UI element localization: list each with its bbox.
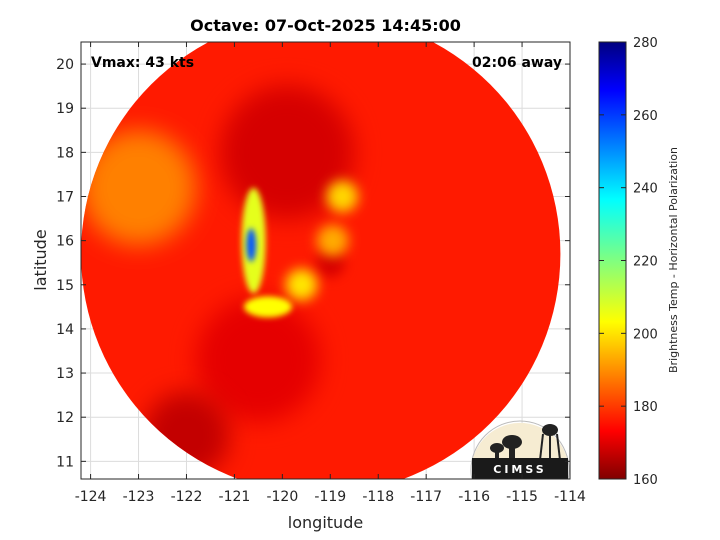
x-tick-label: -121 (219, 489, 251, 505)
colorbar-tick-label: 180 (633, 400, 658, 415)
x-tick-label: -120 (266, 489, 298, 505)
y-tick-label: 11 (56, 454, 74, 470)
y-tick-label: 13 (56, 366, 74, 382)
y-tick-label: 15 (56, 278, 74, 294)
swath-feature-rainband-south (244, 296, 292, 318)
y-tick-label: 18 (56, 145, 74, 161)
x-tick-label: -119 (314, 489, 346, 505)
swath-feature-eyewall-north (326, 180, 359, 213)
x-tick-label: -122 (171, 489, 203, 505)
colorbar-tick-label: 260 (633, 109, 658, 124)
x-tick-label: -114 (554, 489, 586, 505)
y-tick-label: 14 (56, 322, 74, 338)
x-tick-label: -117 (410, 489, 442, 505)
swath-feature-convection-core (246, 228, 256, 262)
y-axis-label: latitude (31, 229, 50, 290)
swath-feature-outer-band-south (196, 297, 321, 423)
ticks: -124 -123 -122 -121 -120 -119 -118 -117 -116 -115… (56, 42, 586, 505)
time-away-annotation: 02:06 away (472, 55, 562, 71)
y-tick-label: 12 (56, 410, 74, 426)
y-tick-label: 16 (56, 234, 74, 250)
axes-box (80, 41, 571, 480)
swath-feature-eyewall-east (316, 224, 349, 257)
colorbar-tick-label: 200 (633, 327, 658, 342)
x-axis-label: longitude (288, 513, 363, 532)
chart-title: Octave: 07-Oct-2025 14:45:00 (190, 16, 461, 35)
vmax-annotation: Vmax: 43 kts (91, 55, 194, 71)
cimss-logo: CIMSS (470, 420, 570, 479)
y-tick-label: 20 (56, 57, 74, 73)
x-tick-label: -123 (123, 489, 155, 505)
swath-feature-outer-band (220, 85, 355, 220)
y-tick-label: 19 (56, 101, 74, 117)
colorbar-label: Brightness Temp - Horizontal Polarizatio… (667, 147, 680, 373)
colorbar-tick-label: 160 (633, 473, 658, 488)
colorbar-tick-label: 240 (633, 182, 658, 197)
swath-feature-eyewall-sw (285, 268, 318, 301)
x-tick-label: -116 (458, 489, 490, 505)
colorbar-tick-label: 280 (633, 36, 658, 51)
x-tick-label: -118 (362, 489, 394, 505)
colorbar-tick-label: 220 (633, 255, 658, 270)
colorbar-ticks: 160 180 200 220 240 260 280 (599, 36, 658, 488)
x-tick-label: -124 (75, 489, 107, 505)
swath-feature-nw-clear-area (81, 130, 197, 246)
logo-text: CIMSS (493, 463, 546, 476)
microwave-swath (81, 42, 561, 479)
y-tick-label: 17 (56, 189, 74, 205)
x-tick-label: -115 (506, 489, 538, 505)
